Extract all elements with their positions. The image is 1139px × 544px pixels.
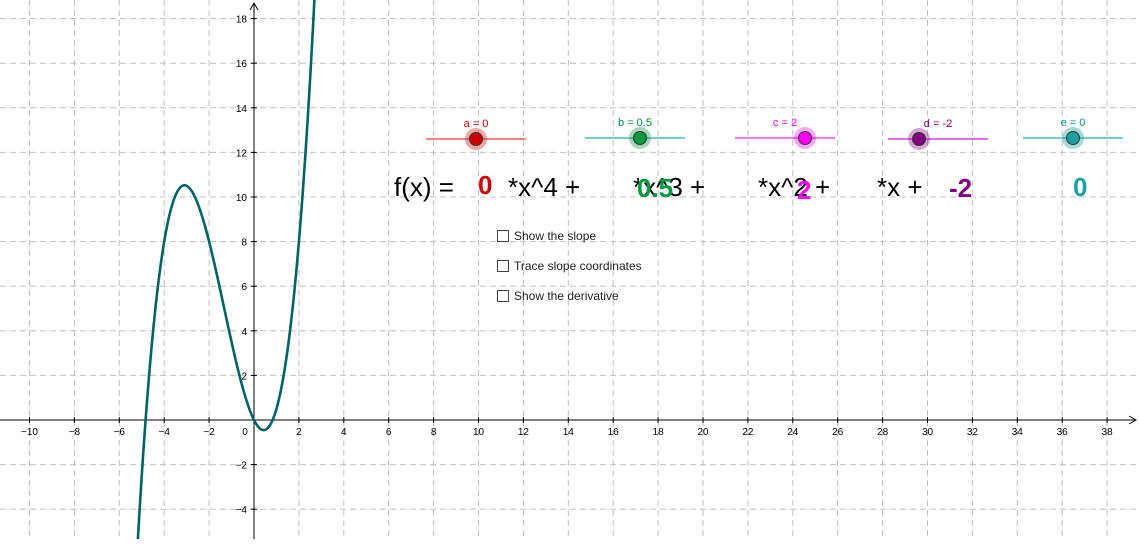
slider-a-knob[interactable] — [469, 132, 483, 146]
slider-d-knob[interactable] — [912, 132, 926, 146]
show-slope-box[interactable] — [497, 230, 509, 242]
x-tick-label: 16 — [608, 427, 620, 438]
coef-e-value: 0 — [1073, 172, 1088, 202]
slider-e-label: e = 0 — [1060, 117, 1086, 129]
x-tick-label: 12 — [518, 427, 530, 438]
x-tick-label: 8 — [431, 427, 437, 438]
x-tick-label: 30 — [922, 427, 934, 438]
tick-labels: −10 −8 −6 −4 −2 0 2 4 6 8 10 12 14 16 18 20 22 24 26 28 30 32… — [21, 15, 1113, 517]
slider-c[interactable]: c = 2 — [735, 117, 835, 149]
x-tick-label: 6 — [386, 427, 392, 438]
y-tick-label: 4 — [241, 327, 247, 338]
slider-a[interactable]: a = 0 — [426, 118, 526, 150]
coef-c-value: 2 — [797, 175, 812, 205]
show-slope-checkbox[interactable]: Show the slope — [497, 229, 596, 243]
y-axis-arrow — [249, 1, 259, 11]
y-tick-label: 10 — [236, 193, 248, 204]
show-derivative-box[interactable] — [497, 290, 509, 302]
x-tick-label: 32 — [967, 427, 979, 438]
show-derivative-checkbox[interactable]: Show the derivative — [497, 289, 619, 303]
x-tick-label: 28 — [877, 427, 889, 438]
x-tick-label: 22 — [742, 427, 754, 438]
slider-d-track[interactable] — [888, 138, 988, 140]
coef-a-value: 0 — [478, 170, 493, 200]
y-tick-label: 18 — [236, 15, 248, 26]
y-tick-label: 16 — [236, 59, 248, 70]
formula-x2-term: *x^2 + — [758, 172, 831, 202]
formula-fx: f(x) = — [394, 172, 454, 202]
x-tick-label: 26 — [832, 427, 844, 438]
x-tick-label: 24 — [787, 427, 799, 438]
trace-slope-label[interactable]: Trace slope coordinates — [514, 259, 642, 273]
x-tick-label: 10 — [473, 427, 485, 438]
y-tick-label: 12 — [236, 148, 248, 159]
slider-d[interactable]: d = -2 — [888, 118, 988, 150]
x-tick-label: 2 — [296, 427, 302, 438]
formula-x3-term: *x^3 + — [633, 172, 706, 202]
y-tick-label: −4 — [236, 505, 248, 516]
slider-b[interactable]: b = 0.5 — [585, 117, 685, 149]
slider-e[interactable]: e = 0 — [1023, 117, 1123, 149]
x-tick-label: 0 — [242, 427, 248, 438]
x-tick-label: −2 — [203, 427, 215, 438]
y-tick-label: 8 — [241, 238, 247, 249]
y-tick-label: 6 — [241, 282, 247, 293]
formula-x4-term: *x^4 + — [508, 172, 581, 202]
slider-c-track[interactable] — [735, 137, 835, 139]
slider-b-knob[interactable] — [633, 131, 647, 145]
coef-d-value: -2 — [949, 173, 973, 203]
x-tick-label: −10 — [21, 427, 38, 438]
slider-e-knob[interactable] — [1066, 131, 1080, 145]
y-tick-label: −2 — [236, 461, 248, 472]
x-tick-label: 36 — [1057, 427, 1069, 438]
slider-b-label: b = 0.5 — [618, 117, 652, 129]
trace-slope-box[interactable] — [497, 260, 509, 272]
x-tick-label: 38 — [1102, 427, 1114, 438]
trace-slope-checkbox[interactable]: Trace slope coordinates — [497, 259, 642, 273]
x-tick-label: −8 — [69, 427, 81, 438]
x-tick-label: 14 — [563, 427, 575, 438]
slider-d-label: d = -2 — [923, 118, 953, 130]
y-tick-label: 2 — [241, 371, 247, 382]
slider-a-label: a = 0 — [463, 118, 489, 130]
x-tick-label: 18 — [653, 427, 665, 438]
coef-b-value: 0.5 — [637, 173, 674, 203]
x-axis-arrow — [1128, 415, 1138, 425]
show-slope-label[interactable]: Show the slope — [514, 229, 597, 243]
slider-c-label: c = 2 — [772, 117, 798, 129]
x-tick-label: 4 — [341, 427, 347, 438]
slider-c-knob[interactable] — [798, 131, 812, 145]
x-tick-label: 20 — [697, 427, 709, 438]
formula-x1-term: *x + — [877, 172, 923, 202]
function-curve — [136, 0, 316, 544]
y-tick-label: 14 — [236, 104, 248, 115]
x-tick-label: 34 — [1012, 427, 1024, 438]
x-tick-label: −6 — [114, 427, 126, 438]
show-derivative-label[interactable]: Show the derivative — [514, 289, 619, 303]
x-tick-label: −4 — [158, 427, 170, 438]
